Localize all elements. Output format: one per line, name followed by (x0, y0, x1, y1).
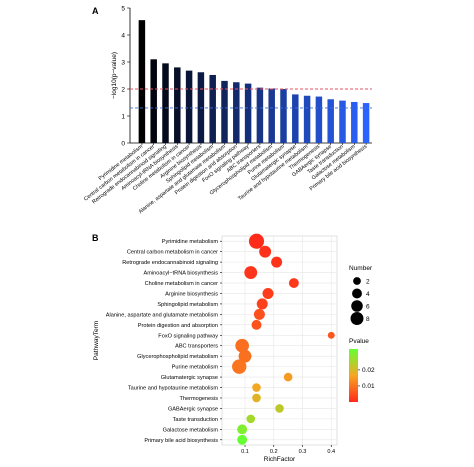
data-point (283, 372, 293, 382)
data-point (327, 331, 335, 339)
size-legend-dot (351, 300, 363, 312)
y-tick-label: 2 (121, 87, 125, 94)
size-legend-label: 6 (366, 303, 370, 310)
data-point (248, 233, 265, 249)
data-point (238, 349, 252, 363)
data-point (256, 298, 268, 310)
y-tick-label: Protein digestion and absorption (138, 323, 218, 329)
y-tick-label: GABAergic synapse (168, 406, 218, 412)
panel-b-label: B (92, 233, 99, 243)
data-point (288, 278, 299, 288)
color-legend-label: 0.02 (362, 367, 375, 374)
x-axis-label: RichFactor (264, 456, 296, 463)
y-tick-label: FoxO signaling pathway (158, 333, 218, 339)
bar (138, 20, 146, 143)
data-point (259, 245, 272, 258)
data-point (244, 266, 258, 279)
bar (209, 74, 216, 143)
bar (162, 63, 169, 143)
y-tick-label: 0 (121, 141, 125, 148)
y-tick-label: ABC transporters (175, 344, 218, 350)
data-point (253, 308, 265, 320)
data-point (232, 359, 247, 374)
bar (256, 87, 264, 143)
y-tick-label: Aminoacyl−tRNA biosynthesis (144, 271, 219, 277)
data-point (262, 287, 274, 299)
bar (268, 88, 275, 143)
y-tick-label: Primary bile acid biosynthesis (144, 438, 218, 444)
data-point (235, 338, 249, 353)
bar (315, 96, 323, 143)
y-tick-label: Purine metabolism (172, 365, 219, 371)
y-tick-label: Taste transduction (173, 417, 218, 423)
color-legend-title: Pvalue (349, 338, 369, 345)
bar (174, 67, 181, 143)
size-legend-label: 2 (366, 278, 370, 285)
size-legend-title: Number (349, 265, 373, 272)
y-tick-label: Taurine and hypotaurine metabolism (128, 386, 219, 392)
y-tick-label: Arginine biosynthesis (165, 291, 218, 297)
data-point (252, 383, 261, 392)
bar (327, 99, 334, 143)
data-point (246, 414, 256, 424)
bar (150, 59, 157, 143)
bar (185, 70, 193, 143)
color-legend-bar (349, 349, 358, 402)
y-tick-label: 1 (121, 114, 125, 121)
bar (244, 83, 252, 143)
data-point (271, 256, 283, 268)
panel-a-label: A (92, 6, 99, 16)
y-tick-label: Galactose metabolism (163, 427, 219, 433)
y-tick-label: Glutamatergic synapse (161, 375, 218, 381)
y-tick-label: Central carbon metabolism in cancer (127, 250, 218, 256)
bar (233, 82, 240, 143)
y-tick-label: 5 (121, 6, 125, 13)
y-tick-label: 3 (121, 60, 125, 67)
y-tick-label: Glycerophospholipid metabolism (137, 354, 218, 360)
size-legend-label: 8 (366, 316, 370, 323)
size-legend-label: 4 (366, 291, 370, 298)
y-tick-label: Choline metabolism in cancer (145, 281, 219, 287)
y-axis-label: PathwayTerm (93, 321, 100, 360)
y-tick-label: Sphingolipid metabolism (157, 302, 218, 308)
bar (221, 80, 228, 143)
data-point (251, 319, 262, 330)
y-axis-label: −log10(p−value) (111, 52, 118, 99)
bar (303, 95, 311, 143)
x-tick-label: 0.4 (327, 449, 335, 455)
bar (292, 94, 299, 143)
x-tick-label: 0.2 (270, 449, 278, 455)
size-legend-dot (350, 312, 364, 325)
data-point (237, 424, 248, 435)
y-tick-label: Alanine, aspartate and glutamate metabol… (106, 312, 219, 318)
x-tick-label: 0.3 (299, 449, 307, 455)
y-tick-label: Thermogenesis (179, 396, 218, 402)
color-legend-label: 0.01 (362, 383, 375, 390)
y-tick-label: 4 (121, 33, 125, 40)
bubble-chart: Pyrimidine metabolism Central carbon meta… (93, 233, 375, 463)
data-point (252, 393, 261, 403)
x-tick-label: 0.1 (241, 449, 249, 455)
size-legend-dot (353, 277, 361, 285)
bar (280, 89, 287, 143)
size-legend-dot (352, 288, 362, 299)
bar (339, 100, 346, 143)
bar (362, 103, 370, 143)
data-point (275, 404, 284, 413)
bar (351, 101, 358, 143)
data-point (237, 434, 248, 445)
y-tick-label: Pyrimidine metabolism (162, 239, 219, 245)
y-tick-label: Retrograde endocannabinoid signaling (122, 260, 218, 266)
